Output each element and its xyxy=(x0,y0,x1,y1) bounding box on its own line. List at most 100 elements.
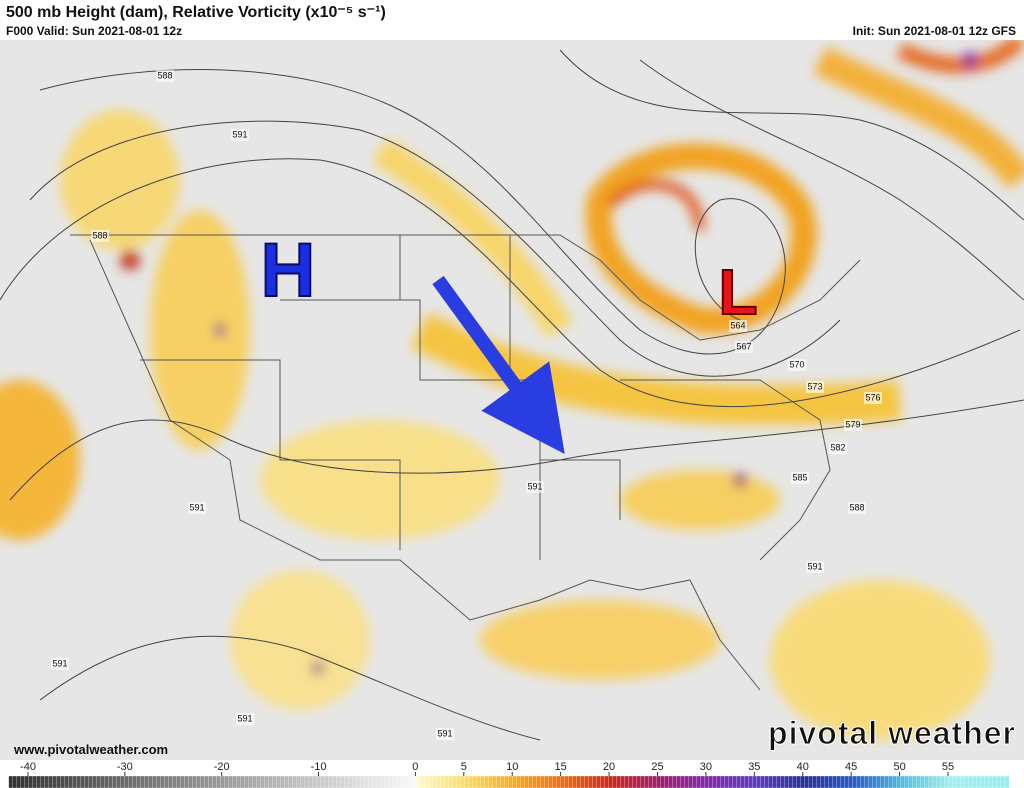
colorbar-cell xyxy=(912,775,918,788)
colorbar-cell xyxy=(940,775,946,788)
colorbar-cell xyxy=(712,775,718,788)
colorbar-cell xyxy=(536,775,542,788)
colorbar-cell xyxy=(604,775,610,788)
colorbar-cell xyxy=(112,775,118,788)
colorbar-cell xyxy=(76,775,82,788)
colorbar-cell xyxy=(696,775,702,788)
colorbar-cell xyxy=(936,775,942,788)
colorbar-cell xyxy=(788,775,794,788)
colorbar-cell xyxy=(316,775,322,788)
colorbar-cell xyxy=(144,775,150,788)
colorbar-cell xyxy=(552,775,558,788)
colorbar-cell xyxy=(488,775,494,788)
colorbar-cell xyxy=(384,775,390,788)
contour-label: 567 xyxy=(736,341,751,351)
colorbar-cell xyxy=(564,775,570,788)
vorticity-field xyxy=(0,34,1024,740)
colorbar-cell xyxy=(140,775,146,788)
colorbar-cell xyxy=(868,775,874,788)
colorbar-cell xyxy=(232,775,238,788)
colorbar-cell xyxy=(1004,775,1010,788)
colorbar-cell xyxy=(152,775,158,788)
colorbar-cell xyxy=(12,775,18,788)
colorbar-cell xyxy=(516,775,522,788)
colorbar-tick-label: 30 xyxy=(700,761,712,773)
colorbar-cell xyxy=(964,775,970,788)
colorbar-cell xyxy=(504,775,510,788)
colorbar-cell xyxy=(920,775,926,788)
colorbar-cell xyxy=(884,775,890,788)
colorbar-cell xyxy=(832,775,838,788)
colorbar-cell xyxy=(148,775,154,788)
contour-label: 588 xyxy=(92,230,107,240)
colorbar-cell xyxy=(64,775,70,788)
colorbar-cell xyxy=(776,775,782,788)
colorbar-cell xyxy=(84,775,90,788)
colorbar-cell xyxy=(872,775,878,788)
colorbar-cell xyxy=(768,775,774,788)
contour-label-bg xyxy=(735,341,753,353)
colorbar-cell xyxy=(328,775,334,788)
colorbar-cell xyxy=(704,775,710,788)
colorbar-cell xyxy=(908,775,914,788)
colorbar-cell xyxy=(16,775,22,788)
colorbar-cell xyxy=(860,775,866,788)
colorbar-cell xyxy=(452,775,458,788)
colorbar-cell xyxy=(128,775,134,788)
colorbar-cell xyxy=(280,775,286,788)
colorbar-cell xyxy=(756,775,762,788)
arrow xyxy=(432,275,565,454)
colorbar-cell xyxy=(200,775,206,788)
contour-label: 576 xyxy=(865,392,880,402)
colorbar-cell xyxy=(444,775,450,788)
contour-label: 585 xyxy=(792,472,807,482)
contour-label: 591 xyxy=(527,481,542,491)
colorbar-cell xyxy=(968,775,974,788)
colorbar-cell xyxy=(992,775,998,788)
colorbar-cell xyxy=(296,775,302,788)
contour-label: 564 xyxy=(730,320,745,330)
colorbar-cell xyxy=(132,775,138,788)
contour-label: 591 xyxy=(237,713,252,723)
colorbar-cell xyxy=(608,775,614,788)
colorbar-cell xyxy=(352,775,358,788)
colorbar-tick-label: 35 xyxy=(748,761,760,773)
colorbar-cell xyxy=(484,775,490,788)
colorbar-cell xyxy=(540,775,546,788)
colorbar-cell xyxy=(396,775,402,788)
colorbar-cell xyxy=(196,775,202,788)
colorbar-cell xyxy=(344,775,350,788)
colorbar-cell xyxy=(272,775,278,788)
colorbar-cell xyxy=(412,775,418,788)
colorbar-cell xyxy=(440,775,446,788)
colorbar-cell xyxy=(752,775,758,788)
colorbar-cell xyxy=(900,775,906,788)
colorbar-cell xyxy=(436,775,442,788)
colorbar-cell xyxy=(52,775,58,788)
colorbar-cell xyxy=(652,775,658,788)
website: www.pivotalweather.com xyxy=(13,742,168,757)
colorbar-cell xyxy=(792,775,798,788)
colorbar-cell xyxy=(736,775,742,788)
contour-label-bg xyxy=(231,129,249,141)
colorbar-cell xyxy=(508,775,514,788)
colorbar-cell xyxy=(304,775,310,788)
colorbar-cell xyxy=(432,775,438,788)
colorbar-cell xyxy=(80,775,86,788)
colorbar-cell xyxy=(220,775,226,788)
colorbar-cell xyxy=(660,775,666,788)
colorbar-cell xyxy=(544,775,550,788)
colorbar-cell xyxy=(592,775,598,788)
colorbar-cell xyxy=(212,775,218,788)
colorbar-cell xyxy=(572,775,578,788)
colorbar-cell xyxy=(748,775,754,788)
colorbar-cell xyxy=(836,775,842,788)
colorbar-cell xyxy=(248,775,254,788)
colorbar-cell xyxy=(668,775,674,788)
colorbar-cell xyxy=(932,775,938,788)
colorbar-cell xyxy=(224,775,230,788)
contour-label-bg xyxy=(436,728,454,740)
colorbar-cell xyxy=(584,775,590,788)
contour-label-bg xyxy=(91,230,109,242)
colorbar-cell xyxy=(688,775,694,788)
